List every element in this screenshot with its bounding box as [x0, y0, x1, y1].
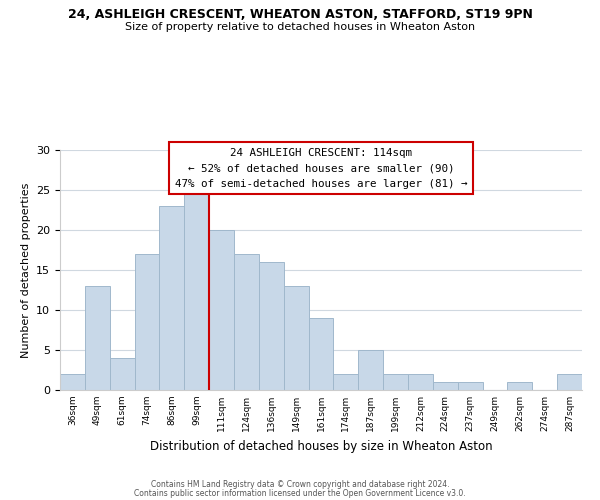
- Text: 24, ASHLEIGH CRESCENT, WHEATON ASTON, STAFFORD, ST19 9PN: 24, ASHLEIGH CRESCENT, WHEATON ASTON, ST…: [68, 8, 532, 20]
- Text: Contains public sector information licensed under the Open Government Licence v3: Contains public sector information licen…: [134, 488, 466, 498]
- Bar: [334, 374, 358, 390]
- Bar: [184, 190, 209, 390]
- Text: Size of property relative to detached houses in Wheaton Aston: Size of property relative to detached ho…: [125, 22, 475, 32]
- Bar: [433, 382, 458, 390]
- Bar: [209, 230, 234, 390]
- Bar: [458, 382, 482, 390]
- Bar: [308, 318, 334, 390]
- Bar: [85, 286, 110, 390]
- Bar: [284, 286, 308, 390]
- Bar: [408, 374, 433, 390]
- Bar: [259, 262, 284, 390]
- Bar: [358, 350, 383, 390]
- Text: 24 ASHLEIGH CRESCENT: 114sqm
← 52% of detached houses are smaller (90)
47% of se: 24 ASHLEIGH CRESCENT: 114sqm ← 52% of de…: [175, 148, 467, 189]
- Bar: [508, 382, 532, 390]
- Bar: [110, 358, 134, 390]
- Bar: [60, 374, 85, 390]
- Bar: [160, 206, 184, 390]
- Bar: [234, 254, 259, 390]
- Text: Contains HM Land Registry data © Crown copyright and database right 2024.: Contains HM Land Registry data © Crown c…: [151, 480, 449, 489]
- Bar: [134, 254, 160, 390]
- Y-axis label: Number of detached properties: Number of detached properties: [20, 182, 31, 358]
- X-axis label: Distribution of detached houses by size in Wheaton Aston: Distribution of detached houses by size …: [149, 440, 493, 452]
- Bar: [383, 374, 408, 390]
- Bar: [557, 374, 582, 390]
